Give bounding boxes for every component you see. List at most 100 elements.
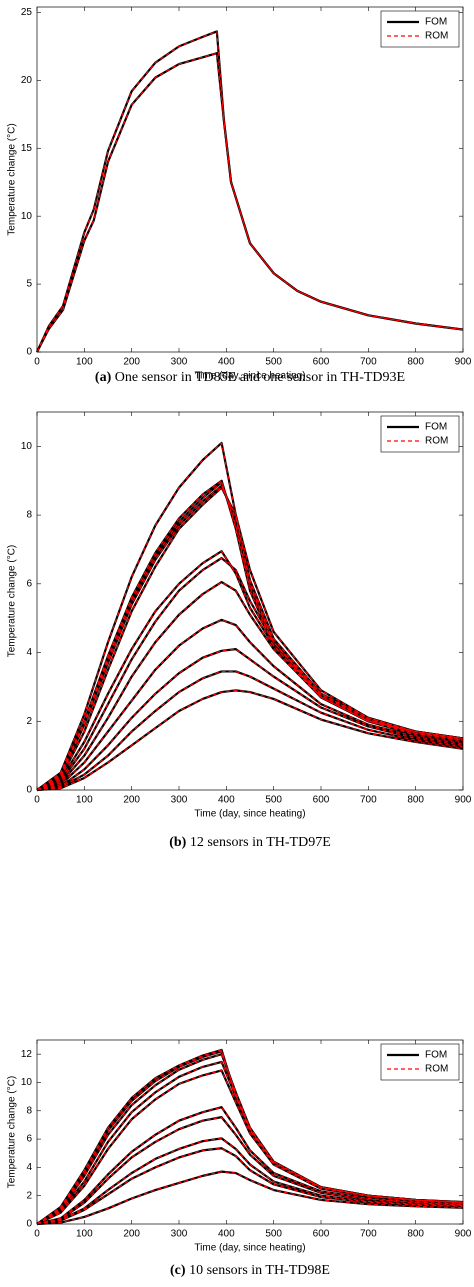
caption-text: One sensor in TD85E and one sensor in TH… [115,370,405,385]
caption: (b) 12 sensors in TH-TD97E [169,835,331,850]
y-tick-label: 0 [26,785,32,796]
panel: 0 100 200 300 400 500 600 700 800 900 0 2 4 6 8 10 12 Tim… [7,1039,472,1278]
x-tick-label: 800 [407,1229,424,1240]
x-tick-label: 300 [171,357,188,368]
x-tick-label: 700 [360,357,377,368]
series-line [36,30,464,353]
x-tick-label: 300 [171,795,188,806]
series-line [36,1171,464,1225]
y-tick-label: 20 [21,75,33,86]
series-line [36,619,464,791]
legend-box [380,415,460,453]
series-line [36,52,464,353]
caption-text: 10 sensors in TH-TD98E [189,1263,330,1278]
x-tick-label: 500 [265,357,282,368]
y-tick-label: 25 [21,7,33,18]
series-line [36,481,464,791]
caption-label: (c) [170,1263,186,1278]
axes-box [36,1039,464,1225]
x-tick-label: 700 [360,1229,377,1240]
x-tick-label: 200 [123,357,140,368]
series-line [36,556,464,792]
y-tick-label: 6 [26,578,32,589]
y-tick-label: 15 [21,143,33,154]
axes-box [36,6,464,353]
series-line [36,1106,464,1225]
x-tick-label: 900 [455,795,472,806]
x-tick-label: 700 [360,795,377,806]
y-tick-label: 10 [21,441,33,452]
series-line [36,1147,464,1225]
y-axis-label: Temperature change (°C) [7,1076,18,1188]
y-tick-label: 2 [26,1190,32,1201]
panel: 0 100 200 300 400 500 600 700 800 900 0 5 10 15 20 25 Ti… [7,6,472,385]
series-line [36,1069,464,1225]
series-line [36,670,464,791]
series-line [36,487,464,791]
x-tick-label: 400 [218,1229,235,1240]
caption: (a) One sensor in TD85E and one sensor i… [95,370,405,385]
series-line [36,689,464,791]
caption-label: (a) [95,370,112,385]
y-tick-label: 8 [26,1105,32,1116]
y-tick-label: 0 [26,1219,32,1230]
x-tick-label: 0 [34,357,40,368]
caption-text: 12 sensors in TH-TD97E [190,835,331,850]
series-line [36,1061,464,1225]
plot-area [37,7,463,352]
x-axis-label: Time (day, since heating) [194,371,305,382]
x-tick-label: 900 [455,1229,472,1240]
x-tick-label: 400 [218,357,235,368]
series-line [36,1116,464,1225]
y-axis-label: Temperature change (°C) [7,123,18,235]
legend-label: FOM [425,1050,447,1061]
x-tick-label: 600 [313,1229,330,1240]
x-tick-label: 0 [34,1229,40,1240]
legend-label: ROM [425,31,448,42]
x-tick-label: 800 [407,357,424,368]
x-tick-label: 800 [407,795,424,806]
y-tick-label: 5 [26,279,32,290]
x-tick-label: 400 [218,795,235,806]
x-tick-label: 900 [455,357,472,368]
legend-label: ROM [425,1064,448,1075]
series-line [36,581,464,791]
legend-box [380,10,460,48]
y-tick-label: 4 [26,647,32,658]
x-tick-label: 200 [123,1229,140,1240]
x-tick-label: 600 [313,795,330,806]
x-tick-label: 0 [34,795,40,806]
x-tick-label: 100 [76,357,93,368]
x-tick-label: 300 [171,1229,188,1240]
series-line [36,442,464,791]
legend-label: ROM [425,436,448,447]
y-tick-label: 2 [26,716,32,727]
series-line [36,1137,464,1225]
y-tick-label: 6 [26,1134,32,1145]
x-tick-label: 500 [265,795,282,806]
x-tick-label: 500 [265,1229,282,1240]
legend-label: FOM [425,422,447,433]
caption: (c) 10 sensors in TH-TD98E [170,1263,330,1278]
y-tick-label: 10 [21,1077,33,1088]
x-tick-label: 100 [76,795,93,806]
panel: 0 100 200 300 400 500 600 700 800 900 0 2 4 6 8 10 Time … [7,411,472,850]
x-axis-label: Time (day, since heating) [194,809,305,820]
y-tick-label: 8 [26,510,32,521]
x-tick-label: 600 [313,357,330,368]
x-tick-label: 100 [76,1229,93,1240]
caption-label: (b) [169,835,186,850]
y-tick-label: 12 [21,1049,33,1060]
y-tick-label: 4 [26,1162,32,1173]
axes-box [36,411,464,791]
series-line [36,485,464,791]
series-line [36,648,464,791]
x-axis-label: Time (day, since heating) [194,1243,305,1254]
y-tick-label: 10 [21,211,33,222]
x-tick-label: 200 [123,795,140,806]
legend-label: FOM [425,17,447,28]
legend-box [380,1043,460,1081]
y-axis-label: Temperature change (°C) [7,545,18,657]
y-tick-label: 0 [26,347,32,358]
